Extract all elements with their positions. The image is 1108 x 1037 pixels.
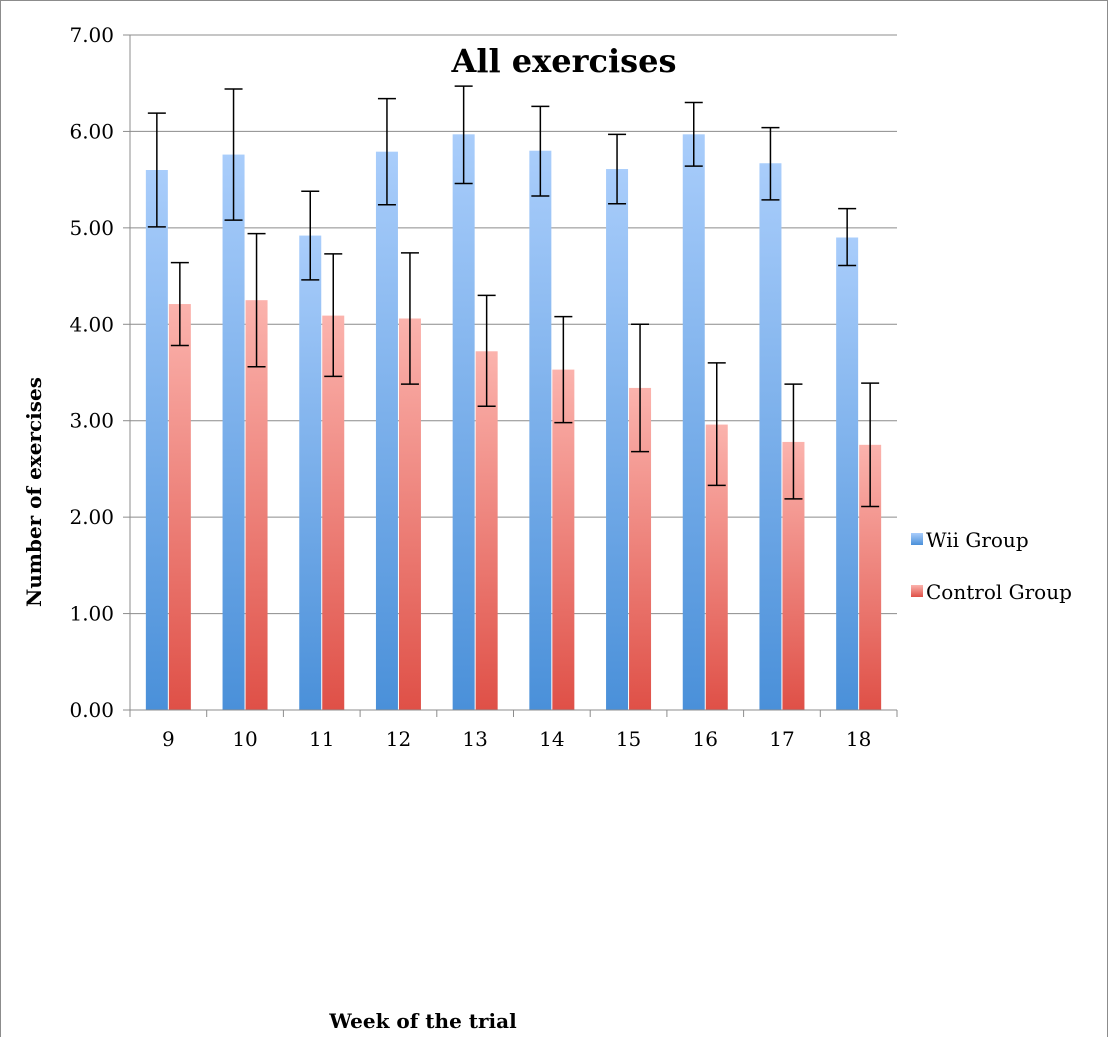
bar-wii xyxy=(375,151,398,710)
bar-wii xyxy=(606,169,629,711)
x-tick-label: 11 xyxy=(309,727,334,751)
bar-control xyxy=(782,441,805,710)
bar-wii xyxy=(299,235,322,711)
x-axis-title: Week of the trial xyxy=(328,1009,517,1033)
y-tick-label: 6.00 xyxy=(69,119,114,143)
bars xyxy=(145,134,882,711)
x-tick-label: 15 xyxy=(616,727,641,751)
bar-wii xyxy=(682,134,705,711)
bar-control xyxy=(245,300,268,710)
bar-wii xyxy=(836,237,859,710)
x-tick-label: 16 xyxy=(693,727,718,751)
y-tick-label: 1.00 xyxy=(69,602,114,626)
error-bars xyxy=(147,85,880,508)
bar-control xyxy=(398,318,421,710)
bar-wii xyxy=(222,154,245,711)
x-tick-label: 13 xyxy=(462,727,487,751)
x-tick-label: 14 xyxy=(539,727,564,751)
bar-control xyxy=(705,424,728,710)
x-tick-labels: 9 10 11 12 13 14 15 16 17 18 xyxy=(162,727,871,751)
axes xyxy=(123,34,898,717)
chart-title: All exercises xyxy=(451,42,677,80)
x-tick-label: 12 xyxy=(386,727,411,751)
legend-swatch-wii xyxy=(911,533,923,545)
gridlines xyxy=(130,34,897,615)
bar-wii xyxy=(529,150,552,710)
x-tick-label: 18 xyxy=(846,727,871,751)
x-tick-label: 17 xyxy=(769,727,794,751)
y-tick-label: 2.00 xyxy=(69,505,114,529)
x-tick-label: 10 xyxy=(232,727,257,751)
y-tick-label: 7.00 xyxy=(69,23,114,47)
bar-wii xyxy=(145,170,168,710)
x-tick-label: 9 xyxy=(162,727,175,751)
bar-control xyxy=(629,387,652,710)
y-tick-labels: 0.00 1.00 2.00 3.00 4.00 5.00 6.00 7.00 xyxy=(69,23,114,722)
y-tick-label: 5.00 xyxy=(69,216,114,240)
bar-wii xyxy=(452,134,475,711)
bar-control xyxy=(322,315,345,710)
legend-label-wii: Wii Group xyxy=(926,528,1029,552)
y-tick-label: 3.00 xyxy=(69,409,114,433)
bar-wii xyxy=(759,163,782,710)
bar-control xyxy=(475,351,498,710)
y-axis-title: Number of exercises xyxy=(22,377,46,607)
bar-control xyxy=(552,369,575,710)
legend-swatch-control xyxy=(911,585,923,597)
y-tick-label: 4.00 xyxy=(69,312,114,336)
legend-label-control: Control Group xyxy=(926,580,1072,604)
y-tick-label: 0.00 xyxy=(69,698,114,722)
legend: Wii Group Control Group xyxy=(911,528,1072,604)
bar-control xyxy=(168,304,191,710)
bar-control xyxy=(859,444,882,710)
